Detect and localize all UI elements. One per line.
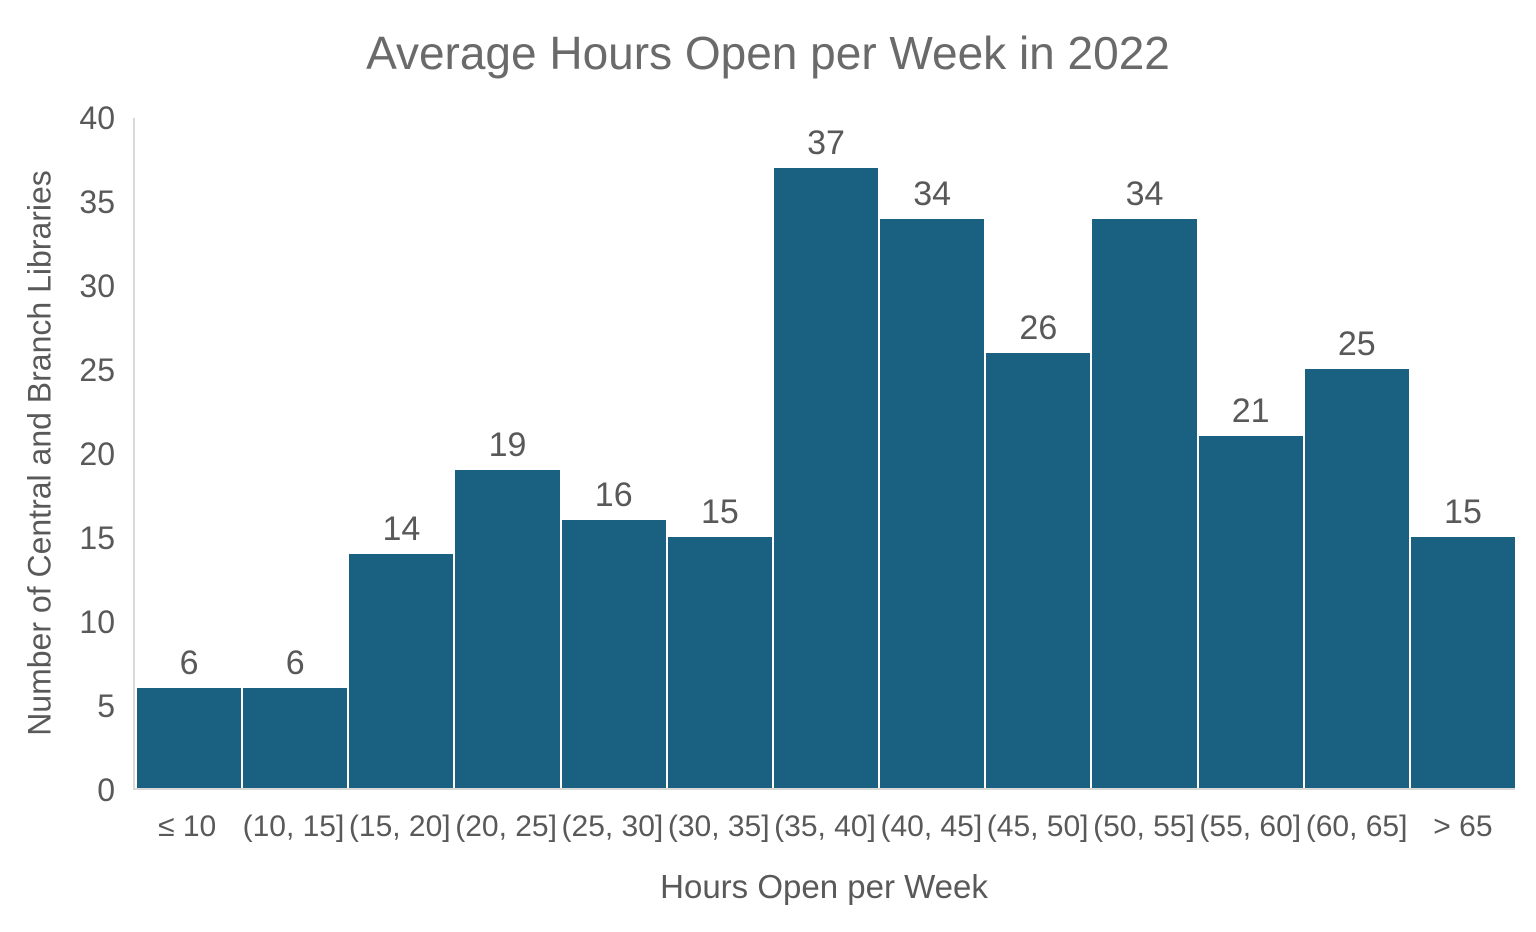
- bar-value-label: 14: [382, 509, 421, 548]
- y-tick-label: 10: [79, 604, 115, 640]
- y-tick-label: 25: [79, 352, 115, 388]
- bar-value-label: 21: [1231, 392, 1270, 431]
- x-tick-label: (30, 35]: [667, 810, 770, 843]
- x-tick-label: (35, 40]: [774, 810, 876, 843]
- x-tick-label: (25, 30]: [561, 810, 664, 843]
- x-tick-label: (40, 45]: [880, 810, 983, 843]
- bar-value-label: 6: [285, 643, 305, 682]
- bar-slot: 14: [349, 118, 454, 788]
- y-tick-label: 0: [97, 772, 115, 808]
- bar-value-label: 15: [700, 492, 739, 531]
- y-tick-label: 15: [79, 520, 115, 556]
- x-axis-title: Hours Open per Week: [660, 868, 988, 905]
- histogram-bar-9: [1092, 218, 1197, 788]
- x-tick-label: (20, 25]: [455, 810, 557, 843]
- histogram-bar-1: [243, 687, 348, 788]
- bars: 6 6 14 19 16 15 37 34 26 34 21 25 15: [135, 118, 1516, 788]
- bar-slot: 6: [137, 118, 242, 788]
- bar-slot: 19: [455, 118, 560, 788]
- histogram-bar-3: [455, 469, 560, 788]
- bar-value-label: 34: [1125, 174, 1164, 213]
- bar-slot: 21: [1198, 118, 1303, 788]
- chart-title: Average Hours Open per Week in 2022: [366, 27, 1170, 79]
- histogram-bar-8: [986, 352, 1091, 788]
- bar-value-label: 15: [1444, 492, 1482, 531]
- bar-slot: 15: [667, 118, 772, 788]
- y-tick-label: 30: [79, 268, 115, 304]
- histogram-bar-12: [1410, 536, 1516, 788]
- histogram-bar-0: [137, 687, 242, 788]
- bar-slot: 15: [1410, 118, 1516, 788]
- x-tick-label: > 65: [1433, 810, 1493, 843]
- x-tick-label: (60, 65]: [1305, 810, 1408, 843]
- bar-slot: 37: [773, 118, 879, 788]
- bar-value-label: 34: [913, 174, 952, 213]
- x-tick-label: (45, 50]: [986, 810, 1089, 843]
- bar-value-label: 6: [179, 643, 199, 682]
- bar-slot: 25: [1304, 118, 1409, 788]
- y-tick-label: 5: [97, 688, 115, 724]
- y-tick-label: 40: [79, 100, 115, 136]
- bar-value-label: 37: [807, 124, 845, 163]
- bar-slot: 34: [880, 118, 985, 788]
- x-axis-ticks: ≤ 10 (10, 15] (15, 20] (20, 25] (25, 30] (30,…: [133, 810, 1515, 844]
- plot-area: 6 6 14 19 16 15 37 34 26 34 21 25 15: [133, 118, 1516, 790]
- bar-value-label: 26: [1019, 308, 1058, 347]
- x-tick-label: (55, 60]: [1199, 810, 1302, 843]
- bar-slot: 34: [1092, 118, 1197, 788]
- histogram-bar-11: [1304, 369, 1409, 788]
- x-tick-label: (10, 15]: [242, 810, 345, 843]
- y-tick-label: 35: [79, 184, 115, 220]
- bar-slot: 16: [561, 118, 666, 788]
- bar-value-label: 16: [594, 476, 633, 514]
- histogram-bar-10: [1198, 436, 1303, 788]
- x-tick-label: (50, 55]: [1093, 810, 1195, 843]
- x-tick-label: (15, 20]: [348, 810, 451, 843]
- bar-slot: 26: [986, 118, 1091, 788]
- y-tick-label: 20: [79, 436, 115, 472]
- histogram-bar-5: [667, 536, 772, 788]
- bar-value-label: 19: [488, 425, 527, 464]
- y-axis-ticks: 0 5 10 15 20 25 30 35 40: [0, 102, 115, 806]
- bar-value-label: 25: [1337, 325, 1376, 364]
- histogram-bar-7: [880, 218, 985, 788]
- histogram-bar-6: [773, 168, 879, 788]
- histogram-bar-2: [349, 553, 454, 788]
- histogram-bar-4: [561, 520, 666, 788]
- bar-slot: 6: [243, 118, 348, 788]
- x-tick-label: ≤ 10: [158, 810, 217, 843]
